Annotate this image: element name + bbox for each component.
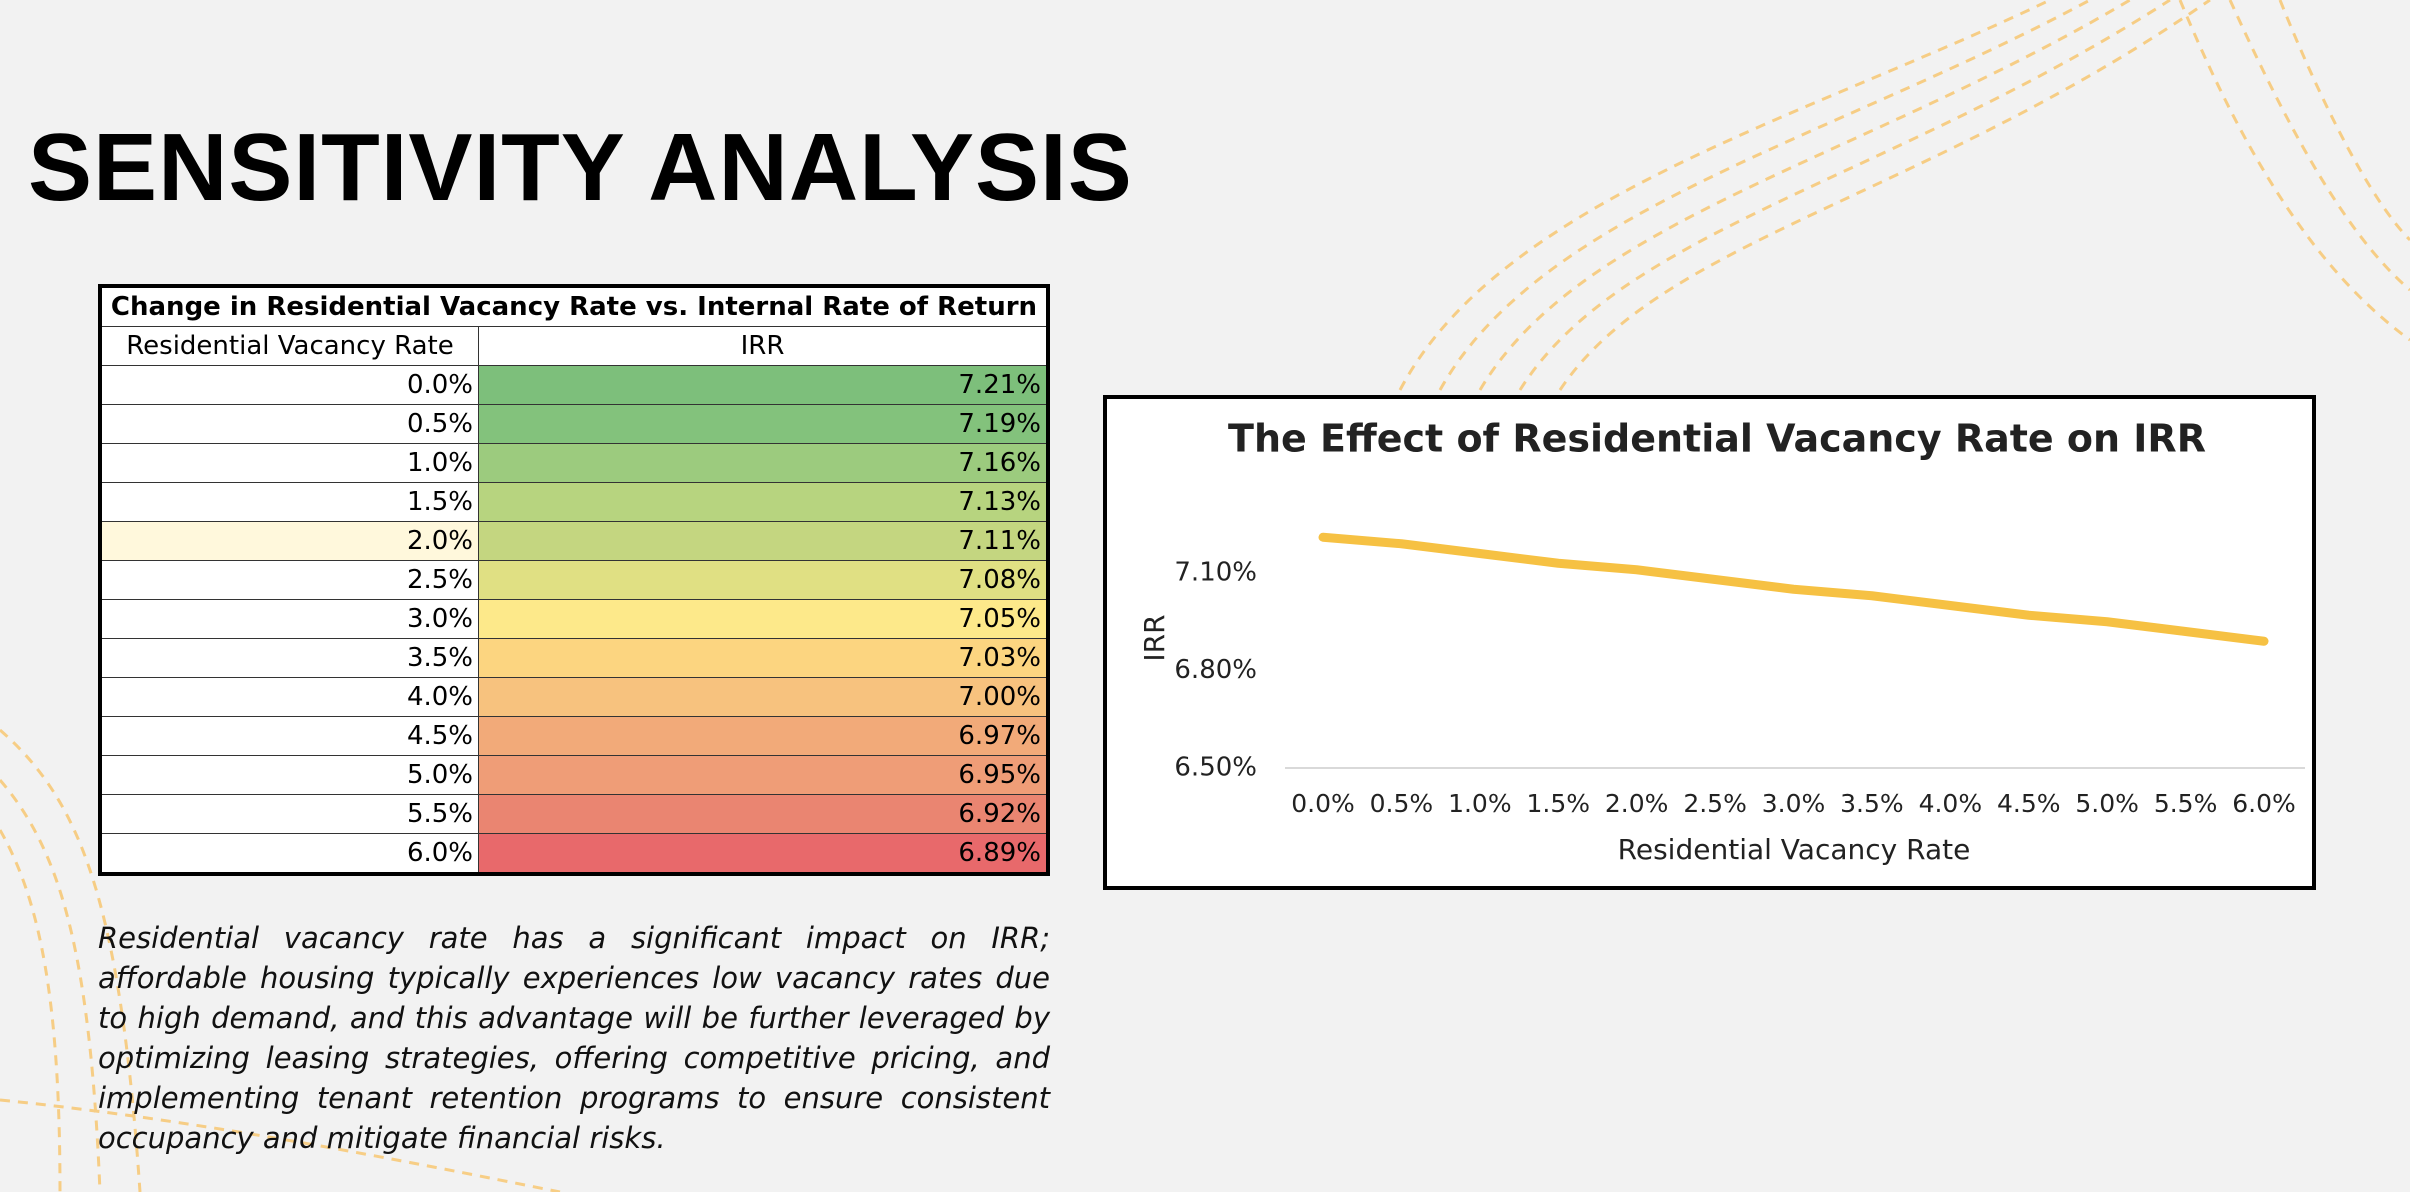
x-tick-label: 1.0% bbox=[1448, 789, 1512, 818]
vacancy-cell: 1.5% bbox=[99, 482, 479, 522]
y-axis-title: IRR bbox=[1138, 614, 1171, 661]
x-tick-label: 2.0% bbox=[1605, 789, 1669, 818]
x-tick-label: 0.0% bbox=[1291, 789, 1355, 818]
table-row: 1.5% 7.13% bbox=[99, 482, 1049, 522]
x-tick-label: 3.0% bbox=[1762, 789, 1826, 818]
vacancy-cell: 2.0% bbox=[99, 521, 479, 561]
chart-frame bbox=[1103, 395, 2316, 890]
vacancy-cell: 4.5% bbox=[99, 716, 479, 756]
vacancy-cell: 4.0% bbox=[99, 677, 479, 717]
sensitivity-table: Change in Residential Vacancy Rate vs. I… bbox=[98, 284, 1050, 876]
irr-cell: 7.21% bbox=[478, 365, 1049, 405]
table-row: 0.0% 7.21% bbox=[99, 365, 1049, 405]
x-tick-label: 3.5% bbox=[1840, 789, 1904, 818]
table-header-row: Residential Vacancy Rate IRR bbox=[99, 326, 1049, 366]
vacancy-cell: 0.0% bbox=[99, 365, 479, 405]
vacancy-cell: 0.5% bbox=[99, 404, 479, 444]
irr-cell: 7.11% bbox=[478, 521, 1049, 561]
y-tick-label: 7.10% bbox=[1174, 558, 1257, 588]
x-tick-label: 4.0% bbox=[1919, 789, 1983, 818]
page-title: SENSITIVITY ANALYSIS bbox=[28, 114, 1133, 221]
table-row: 3.5% 7.03% bbox=[99, 638, 1049, 678]
description: Residential vacancy rate has a significa… bbox=[98, 921, 1050, 1155]
x-tick-label: 1.5% bbox=[1526, 789, 1590, 818]
series-line bbox=[1318, 532, 2269, 646]
table-row: 4.5% 6.97% bbox=[99, 716, 1049, 756]
x-axis-title: Residential Vacancy Rate bbox=[1618, 833, 1971, 866]
vacancy-cell: 3.0% bbox=[99, 599, 479, 639]
x-tick-label: 0.5% bbox=[1370, 789, 1434, 818]
irr-cell: 7.08% bbox=[478, 560, 1049, 600]
table-row: 5.0% 6.95% bbox=[99, 755, 1049, 795]
vacancy-cell: 5.0% bbox=[99, 755, 479, 795]
irr-cell: 7.19% bbox=[478, 404, 1049, 444]
table-row: 6.0% 6.89% bbox=[99, 833, 1049, 875]
irr-cell: 7.03% bbox=[478, 638, 1049, 678]
column-header: IRR bbox=[478, 326, 1049, 366]
table-title: Change in Residential Vacancy Rate vs. I… bbox=[99, 285, 1049, 327]
table-row: 2.5% 7.08% bbox=[99, 560, 1049, 600]
table-row: 2.0% 7.11% bbox=[99, 521, 1049, 561]
table-row: 1.0% 7.16% bbox=[99, 443, 1049, 483]
table-row: 5.5% 6.92% bbox=[99, 794, 1049, 834]
table-body: Change in Residential Vacancy Rate vs. I… bbox=[99, 285, 1049, 875]
table-row: 0.5% 7.19% bbox=[99, 404, 1049, 444]
table-row: 4.0% 7.00% bbox=[99, 677, 1049, 717]
chart: The Effect of Residential Vacancy Rate o… bbox=[1103, 395, 2316, 890]
x-tick-label: 6.0% bbox=[2232, 789, 2296, 818]
irr-cell: 6.89% bbox=[478, 833, 1049, 875]
x-tick-label: 5.5% bbox=[2154, 789, 2218, 818]
irr-cell: 7.13% bbox=[478, 482, 1049, 522]
column-header: Residential Vacancy Rate bbox=[99, 326, 479, 366]
vacancy-cell: 3.5% bbox=[99, 638, 479, 678]
vacancy-cell: 2.5% bbox=[99, 560, 479, 600]
irr-cell: 7.05% bbox=[478, 599, 1049, 639]
vacancy-cell: 6.0% bbox=[99, 833, 479, 875]
vacancy-cell: 5.5% bbox=[99, 794, 479, 834]
y-tick-label: 6.50% bbox=[1174, 753, 1257, 783]
irr-cell: 6.97% bbox=[478, 716, 1049, 756]
irr-cell: 6.92% bbox=[478, 794, 1049, 834]
x-tick-label: 2.5% bbox=[1683, 789, 1747, 818]
table-title-row: Change in Residential Vacancy Rate vs. I… bbox=[99, 285, 1049, 327]
x-tick-label: 4.5% bbox=[1997, 789, 2061, 818]
vacancy-cell: 1.0% bbox=[99, 443, 479, 483]
x-tick-label: 5.0% bbox=[2075, 789, 2139, 818]
irr-cell: 7.00% bbox=[478, 677, 1049, 717]
chart-title: The Effect of Residential Vacancy Rate o… bbox=[1228, 417, 2206, 461]
irr-cell: 6.95% bbox=[478, 755, 1049, 795]
irr-cell: 7.16% bbox=[478, 443, 1049, 483]
table-row: 3.0% 7.05% bbox=[99, 599, 1049, 639]
y-tick-label: 6.80% bbox=[1174, 655, 1257, 685]
